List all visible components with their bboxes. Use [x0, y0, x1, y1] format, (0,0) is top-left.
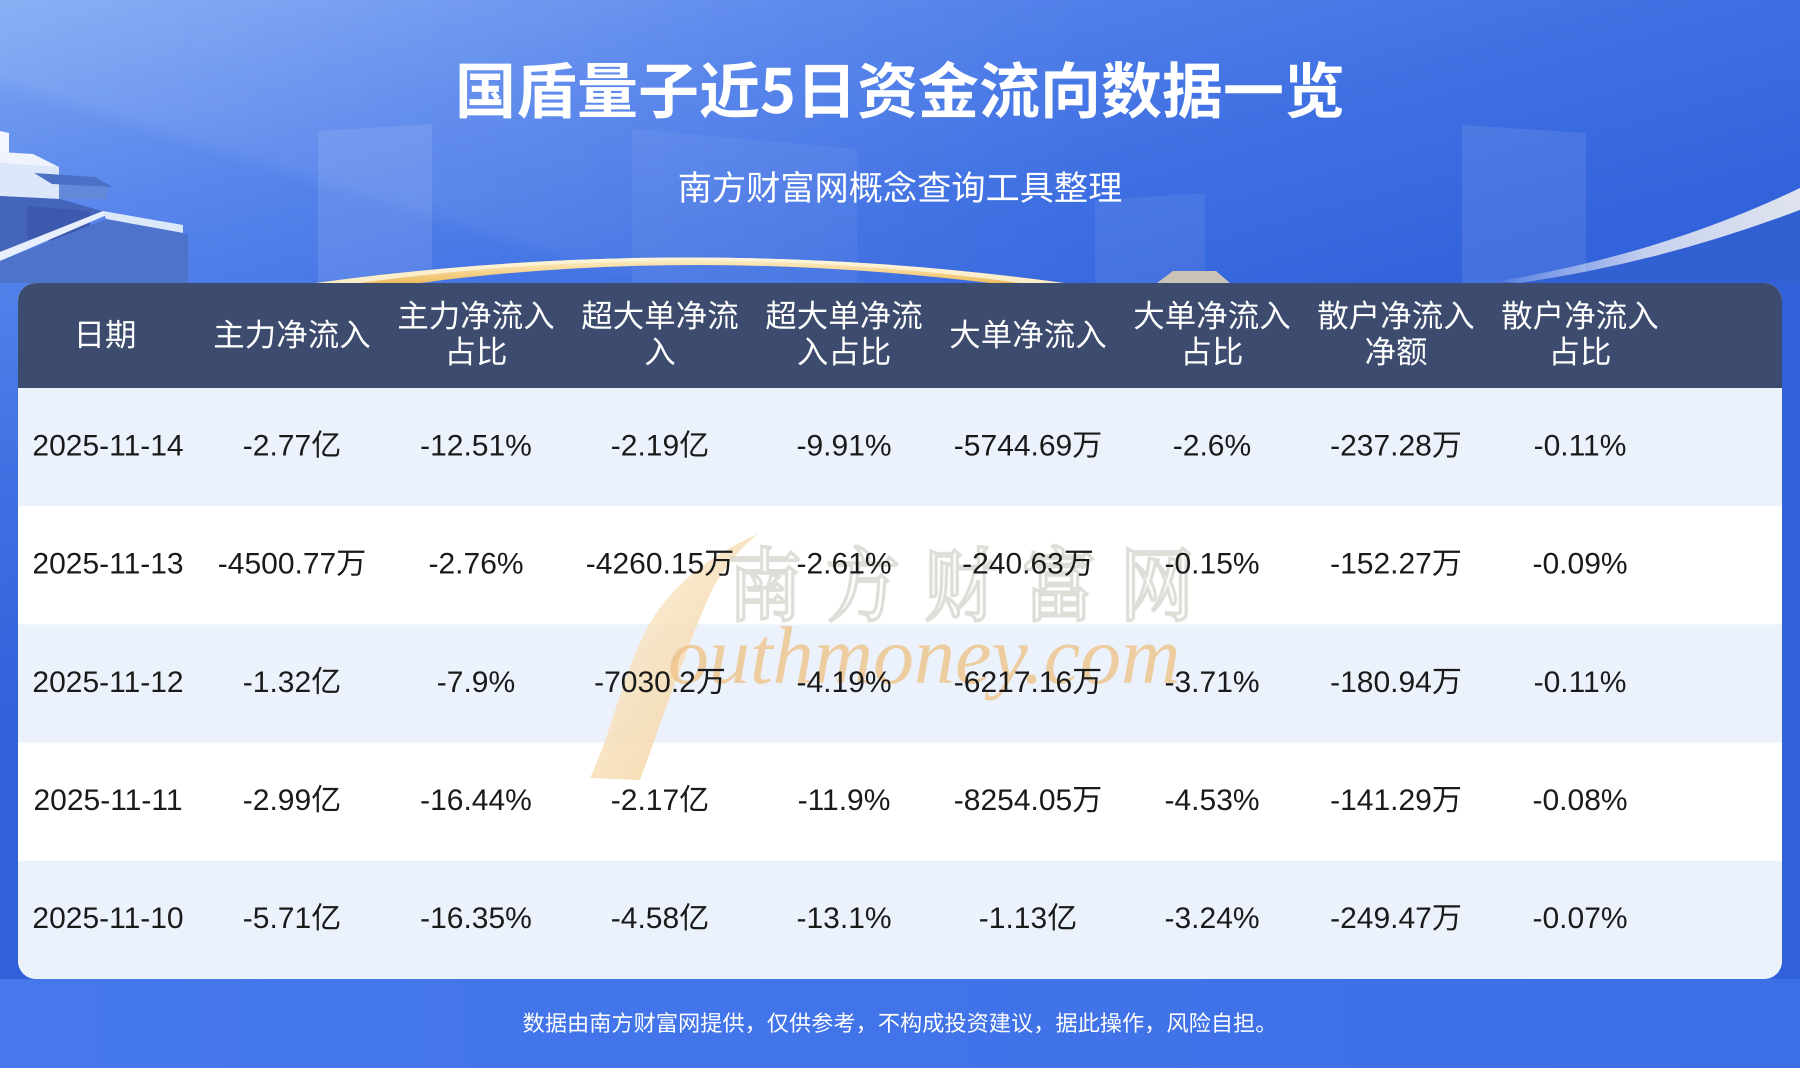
svg-text:-4.19%: -4.19% — [797, 666, 892, 699]
svg-text:2025-11-13: 2025-11-13 — [32, 548, 183, 581]
svg-text:2025-11-14: 2025-11-14 — [32, 429, 183, 462]
svg-text:-16.35%: -16.35% — [420, 902, 532, 935]
svg-text:2025-11-12: 2025-11-12 — [32, 666, 183, 699]
svg-text:-5.71: -5.71 — [243, 902, 311, 935]
svg-text:-3.24%: -3.24% — [1165, 902, 1260, 935]
svg-text:-13.1%: -13.1% — [797, 902, 892, 935]
svg-text:-1.13: -1.13 — [979, 902, 1047, 935]
svg-text:-4.53%: -4.53% — [1165, 784, 1260, 817]
svg-text:-152.27: -152.27 — [1330, 548, 1432, 581]
svg-text:outhmoney.com: outhmoney.com — [668, 610, 1180, 701]
svg-text:-3.71%: -3.71% — [1165, 666, 1260, 699]
svg-text:-180.94: -180.94 — [1330, 666, 1432, 699]
svg-text:2025-11-10: 2025-11-10 — [32, 902, 183, 935]
svg-text:-0.09%: -0.09% — [1533, 548, 1628, 581]
svg-text:-4.58: -4.58 — [611, 902, 679, 935]
svg-text:-12.51%: -12.51% — [420, 429, 532, 462]
svg-text:-9.91%: -9.91% — [797, 429, 892, 462]
svg-text:-2.99: -2.99 — [243, 784, 311, 817]
svg-text:-11.9%: -11.9% — [798, 784, 891, 817]
svg-text:-2.17: -2.17 — [611, 784, 679, 817]
svg-text:-16.44%: -16.44% — [420, 784, 532, 817]
svg-text:-240.63: -240.63 — [962, 548, 1064, 581]
svg-text:-6217.16: -6217.16 — [954, 666, 1072, 699]
svg-text:2025-11-11: 2025-11-11 — [34, 784, 183, 817]
svg-text:-0.11%: -0.11% — [1534, 429, 1627, 462]
svg-text:-1.32: -1.32 — [243, 666, 311, 699]
svg-text:-7030.2: -7030.2 — [594, 666, 696, 699]
svg-text:-7.9%: -7.9% — [437, 666, 515, 699]
svg-text:-2.6%: -2.6% — [1173, 429, 1251, 462]
svg-text:-0.07%: -0.07% — [1533, 902, 1628, 935]
svg-text:-0.15%: -0.15% — [1165, 548, 1260, 581]
svg-text:-0.08%: -0.08% — [1533, 784, 1628, 817]
svg-text:-4500.77: -4500.77 — [218, 548, 336, 581]
svg-text:-5744.69: -5744.69 — [954, 429, 1072, 462]
svg-text:-141.29: -141.29 — [1330, 784, 1432, 817]
svg-text:-237.28: -237.28 — [1330, 429, 1432, 462]
svg-text:-2.76%: -2.76% — [429, 548, 524, 581]
svg-text:-0.11%: -0.11% — [1534, 666, 1627, 699]
svg-text:-4260.15: -4260.15 — [586, 548, 704, 581]
svg-text:-2.61%: -2.61% — [797, 548, 892, 581]
svg-text:-249.47: -249.47 — [1330, 902, 1432, 935]
svg-text:-8254.05: -8254.05 — [954, 784, 1072, 817]
svg-text:-2.77: -2.77 — [243, 429, 311, 462]
svg-text:-2.19: -2.19 — [611, 429, 679, 462]
